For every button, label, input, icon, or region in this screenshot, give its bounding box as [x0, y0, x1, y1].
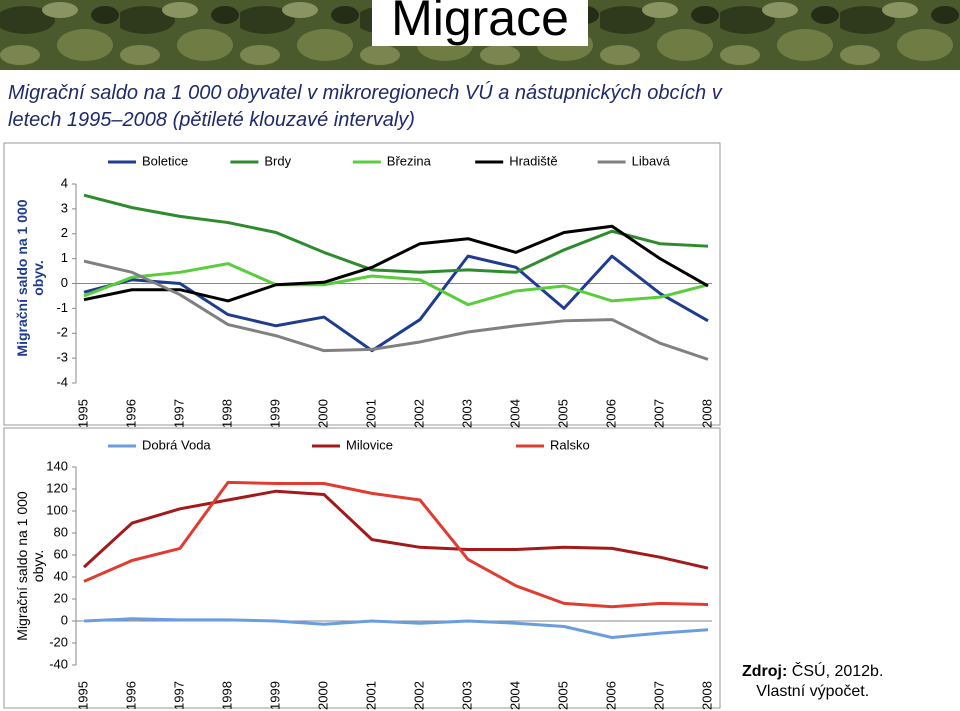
y-tick-label: 3 — [61, 200, 68, 215]
y-tick-label: -40 — [49, 656, 68, 671]
source-label: Zdroj: — [742, 663, 788, 680]
legend-label: Dobrá Voda — [142, 437, 211, 452]
series-line — [83, 254, 709, 353]
source: Zdroj: ČSÚ, 2012b. Vlastní výpočet. — [742, 662, 883, 702]
x-tick-label: 2000 — [315, 681, 330, 710]
page-title: Migrace — [391, 0, 569, 46]
y-tick-label: 4 — [61, 175, 68, 190]
x-tick-label: 2008 — [699, 399, 714, 428]
legend-label: Hradiště — [509, 153, 557, 168]
y-tick-label: 100 — [46, 502, 68, 517]
y-tick-label: 140 — [46, 458, 68, 473]
x-tick-label: 2006 — [603, 681, 618, 710]
x-tick-label: 2007 — [651, 681, 666, 710]
y-tick-label: 1 — [61, 250, 68, 265]
series-line — [83, 262, 709, 307]
series-line — [82, 489, 709, 570]
legend-label: Milovice — [346, 437, 393, 452]
y-tick-label: -2 — [56, 325, 68, 340]
source-text: ČSÚ, 2012b. — [791, 663, 884, 680]
legend-label: Ralsko — [550, 437, 590, 452]
x-tick-label: 2005 — [555, 681, 570, 710]
x-tick-label: 1996 — [123, 681, 138, 710]
x-tick-label: 2006 — [603, 399, 618, 428]
x-tick-label: 1995 — [75, 681, 90, 710]
y-tick-label: -4 — [56, 374, 68, 389]
x-tick-label: 2002 — [411, 681, 426, 710]
series-line — [83, 617, 709, 639]
legend-label: Libavá — [632, 153, 671, 168]
chart-frame — [3, 142, 721, 426]
y-tick-label: 40 — [54, 568, 68, 583]
series-line — [83, 259, 709, 361]
x-tick-label: 2003 — [459, 681, 474, 710]
series-line — [83, 193, 709, 274]
chart-frame — [3, 427, 721, 709]
legend-label: Boletice — [142, 153, 188, 168]
x-tick-label: 2007 — [651, 399, 666, 428]
x-tick-label: 2004 — [507, 399, 522, 428]
x-tick-label: 1996 — [123, 399, 138, 428]
x-tick-label: 2002 — [411, 399, 426, 428]
x-tick-label: 1998 — [219, 681, 234, 710]
y-axis-label: Migrační saldo na 1 000 obyv. — [14, 199, 46, 357]
x-tick-label: 2008 — [699, 681, 714, 710]
y-tick-label: 80 — [54, 524, 68, 539]
y-tick-label: 0 — [61, 275, 68, 290]
x-tick-label: 1997 — [171, 681, 186, 710]
x-tick-label: 2005 — [555, 399, 570, 428]
y-tick-label: -3 — [56, 350, 68, 365]
x-tick-label: 2000 — [315, 399, 330, 428]
y-tick-label: 60 — [54, 546, 68, 561]
y-tick-label: 20 — [54, 590, 68, 605]
series-line — [83, 224, 709, 303]
y-tick-label: 0 — [61, 612, 68, 627]
source-note: Vlastní výpočet. — [756, 683, 870, 700]
x-tick-label: 1997 — [171, 399, 186, 428]
title-box — [372, 0, 588, 46]
y-tick-label: -1 — [56, 300, 68, 315]
y-tick-label: 120 — [46, 480, 68, 495]
x-tick-label: 2004 — [507, 681, 522, 710]
y-axis-label: Migrační saldo na 1 000 obyv. — [14, 491, 46, 641]
x-tick-label: 1999 — [267, 681, 282, 710]
x-tick-label: 2003 — [459, 399, 474, 428]
x-tick-label: 2001 — [363, 399, 378, 428]
x-tick-label: 1999 — [267, 399, 282, 428]
y-tick-label: -20 — [49, 634, 68, 649]
legend-label: Březina — [387, 153, 432, 168]
series-line — [83, 480, 709, 609]
legend-label: Brdy — [264, 153, 291, 168]
x-tick-label: 1998 — [219, 399, 234, 428]
y-tick-label: 2 — [61, 225, 68, 240]
subtitle: Migrační saldo na 1 000 obyvatel v mikro… — [8, 82, 722, 131]
x-tick-label: 1995 — [75, 399, 90, 428]
x-tick-label: 2001 — [363, 681, 378, 710]
